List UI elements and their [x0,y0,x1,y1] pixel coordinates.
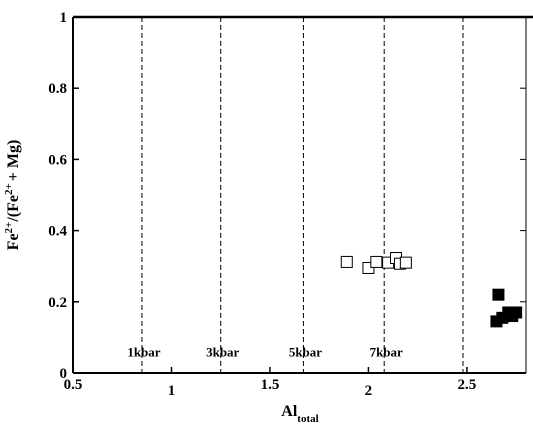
y-tick-label: 0.4 [48,224,67,240]
y-tick-label: 0.2 [48,295,67,311]
reference-label: 7kbar [370,345,403,360]
x-title-sub: total [297,413,318,425]
point [362,261,375,274]
x-tick-label: 0.5 [64,377,83,393]
y-title-sup: 2+ [3,222,15,234]
reference-label: 1kbar [127,345,160,360]
x-axis-title: Altotal [281,403,318,425]
y-tick-label: 0.6 [48,152,67,168]
y-tick-label: 1 [60,10,68,26]
y-title-sup: 2+ [3,183,15,195]
y-tick-label: 0.8 [48,81,67,97]
x-tick-label: 2.5 [458,377,477,393]
x-tick-label: 1.5 [261,377,280,393]
x-title-part: Al [281,403,298,420]
point [510,306,523,319]
point [370,255,383,268]
point [492,288,505,301]
point [340,255,353,268]
x-tick-label: 2 [365,383,373,399]
x-tick-label: 1 [168,383,176,399]
reference-label: 3kbar [206,345,239,360]
reference-label: 5kbar [289,345,322,360]
y-axis-title: Fe2+/(Fe2++ Mg) [3,140,22,251]
y-title-part: /(Fe [5,195,22,223]
point [399,256,412,269]
y-title-part: + Mg) [5,140,22,182]
y-title-part: Fe [5,233,22,250]
y-tick-label: 0 [60,366,68,382]
